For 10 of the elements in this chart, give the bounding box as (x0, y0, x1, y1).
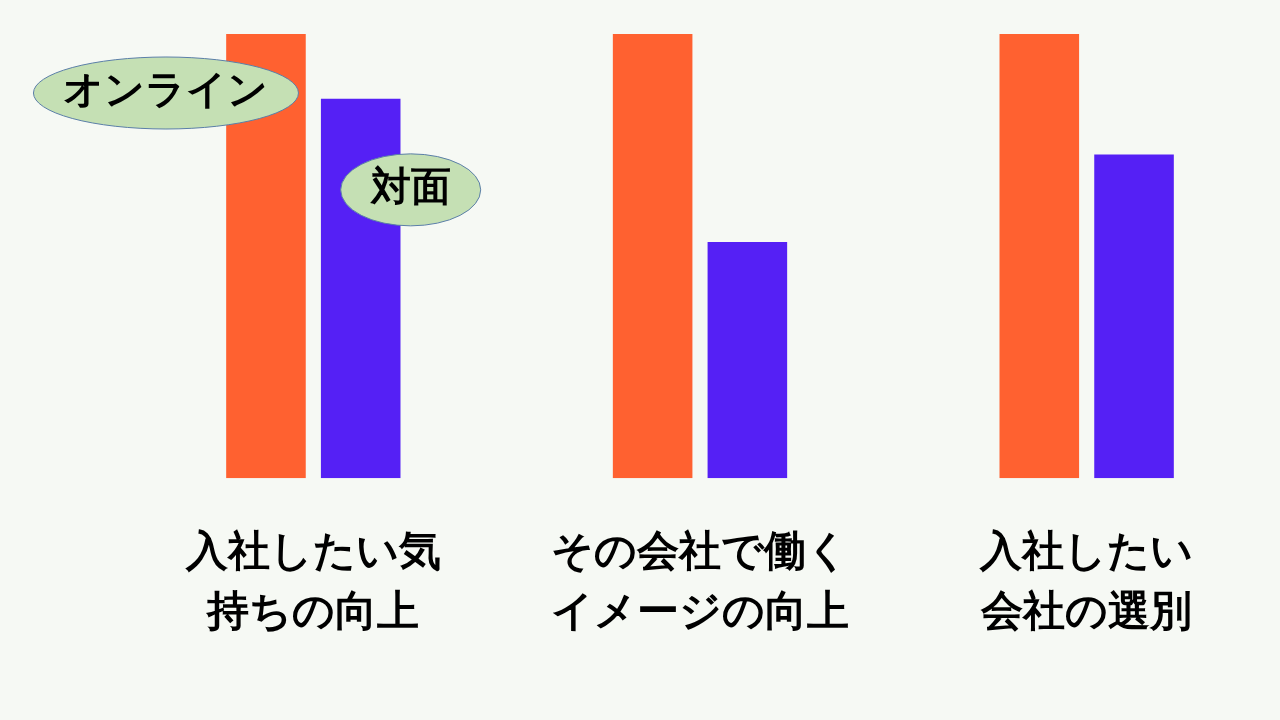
x-tick-label: その会社で働くイメージの向上 (551, 525, 849, 636)
bar (226, 34, 306, 479)
bar (707, 241, 788, 479)
x-tick-label: 入社したい会社の選別 (979, 525, 1194, 636)
series-label: オンライン (63, 66, 269, 113)
x-tick-label: 入社したい気持ちの向上 (184, 525, 441, 636)
bar (612, 34, 693, 479)
bar (1094, 154, 1174, 479)
bar (999, 34, 1080, 479)
series-label: 対面 (369, 163, 451, 210)
